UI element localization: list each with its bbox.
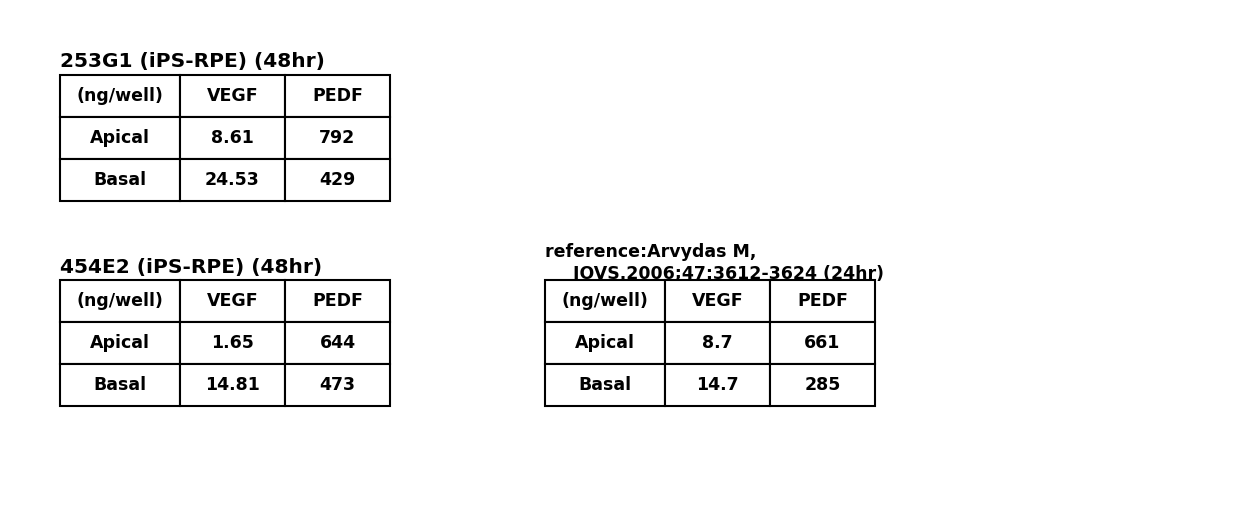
Bar — [285, 364, 391, 406]
Bar — [665, 364, 770, 406]
Text: 24.53: 24.53 — [205, 171, 260, 189]
Text: reference:Arvydas M,: reference:Arvydas M, — [546, 243, 756, 261]
Bar — [770, 280, 875, 322]
Text: 661: 661 — [805, 334, 841, 352]
Text: (ng/well): (ng/well) — [77, 87, 164, 105]
Bar — [180, 159, 285, 201]
Bar — [60, 322, 180, 364]
Bar — [60, 159, 180, 201]
Text: 8.7: 8.7 — [702, 334, 733, 352]
Bar — [665, 280, 770, 322]
Bar — [665, 322, 770, 364]
Text: VEGF: VEGF — [207, 87, 258, 105]
Text: 14.81: 14.81 — [205, 376, 260, 394]
Bar — [180, 75, 285, 117]
Bar — [285, 117, 391, 159]
Text: (ng/well): (ng/well) — [562, 292, 649, 310]
Text: PEDF: PEDF — [312, 292, 363, 310]
Text: PEDF: PEDF — [797, 292, 848, 310]
Bar — [770, 322, 875, 364]
Text: 8.61: 8.61 — [211, 129, 254, 147]
Text: 473: 473 — [320, 376, 356, 394]
Bar — [60, 364, 180, 406]
Text: 644: 644 — [320, 334, 356, 352]
Text: Apical: Apical — [575, 334, 635, 352]
Text: 253G1 (iPS-RPE) (48hr): 253G1 (iPS-RPE) (48hr) — [60, 52, 325, 71]
Bar — [546, 280, 665, 322]
Text: 792: 792 — [320, 129, 356, 147]
Bar — [546, 364, 665, 406]
Text: Basal: Basal — [93, 171, 146, 189]
Text: VEGF: VEGF — [692, 292, 743, 310]
Text: IOVS.2006;47:3612-3624 (24hr): IOVS.2006;47:3612-3624 (24hr) — [573, 265, 884, 283]
Bar — [60, 117, 180, 159]
Bar — [285, 280, 391, 322]
Bar — [180, 364, 285, 406]
Text: 285: 285 — [805, 376, 841, 394]
Text: (ng/well): (ng/well) — [77, 292, 164, 310]
Bar — [285, 75, 391, 117]
Bar — [60, 280, 180, 322]
Bar — [180, 117, 285, 159]
Bar — [180, 322, 285, 364]
Text: 429: 429 — [320, 171, 356, 189]
Bar — [180, 280, 285, 322]
Bar — [285, 322, 391, 364]
Bar — [60, 75, 180, 117]
Text: Basal: Basal — [93, 376, 146, 394]
Text: 14.7: 14.7 — [696, 376, 739, 394]
Text: Basal: Basal — [578, 376, 631, 394]
Bar — [285, 159, 391, 201]
Text: Apical: Apical — [91, 129, 150, 147]
Text: Apical: Apical — [91, 334, 150, 352]
Bar — [770, 364, 875, 406]
Text: 1.65: 1.65 — [211, 334, 254, 352]
Bar — [546, 322, 665, 364]
Text: PEDF: PEDF — [312, 87, 363, 105]
Text: VEGF: VEGF — [207, 292, 258, 310]
Text: 454E2 (iPS-RPE) (48hr): 454E2 (iPS-RPE) (48hr) — [60, 258, 322, 277]
